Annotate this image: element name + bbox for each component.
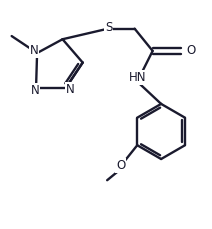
Text: S: S bbox=[105, 21, 112, 34]
Text: O: O bbox=[186, 44, 195, 57]
Text: O: O bbox=[116, 159, 126, 172]
Text: N: N bbox=[66, 83, 74, 95]
Text: N: N bbox=[29, 44, 38, 57]
Text: HN: HN bbox=[129, 71, 146, 84]
Text: N: N bbox=[31, 84, 39, 97]
